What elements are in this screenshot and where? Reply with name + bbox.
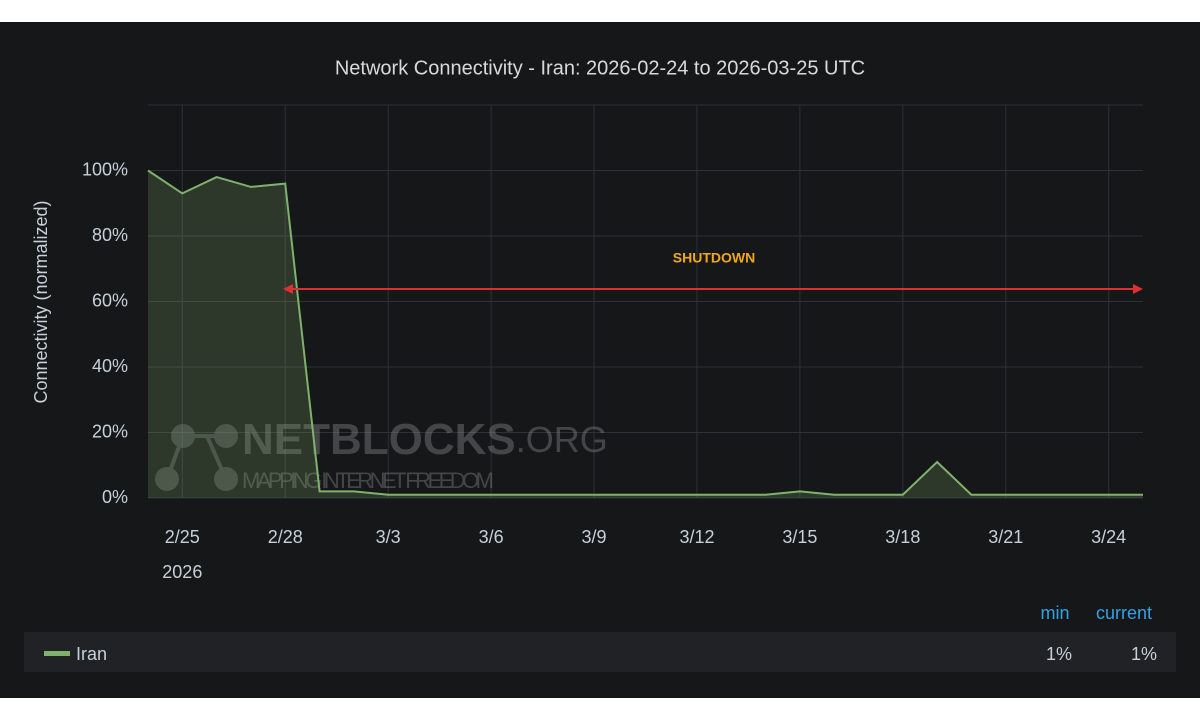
watermark-title: NETBLOCKS.ORG xyxy=(242,415,608,464)
x-tick-label: 3/6 xyxy=(479,527,504,547)
watermark-suffix: .ORG xyxy=(516,419,608,460)
arrow-head xyxy=(283,284,293,294)
legend-value: 1% xyxy=(1131,644,1157,664)
y-tick-label: 0% xyxy=(102,487,128,507)
line xyxy=(147,169,1143,496)
x-tick-label: 2/28 xyxy=(268,527,303,547)
y-tick-label: 80% xyxy=(92,225,128,245)
annotation-arrow xyxy=(283,284,1143,294)
legend-row xyxy=(24,632,1176,672)
annotation: SHUTDOWN xyxy=(673,250,755,266)
chart-title: Network Connectivity - Iran: 2026-02-24 … xyxy=(335,57,865,79)
watermark-tagline: MAPPING INTERNET FREEDOM xyxy=(242,468,494,493)
plot xyxy=(147,169,1143,498)
legend-value: 1% xyxy=(1046,644,1072,664)
legend-header: min xyxy=(1040,603,1069,623)
y-tick-label: 20% xyxy=(92,421,128,441)
x-tick-label: 3/3 xyxy=(376,527,401,547)
x-tick-label: 3/9 xyxy=(582,527,607,547)
watermark-logo xyxy=(165,434,228,480)
y-tick-label: 100% xyxy=(82,159,128,179)
panel xyxy=(0,22,1200,698)
legend-header: current xyxy=(1096,603,1152,623)
x-tick-label: 2/25 xyxy=(165,527,200,547)
legend-label[interactable]: Iran xyxy=(76,644,107,664)
x-tick-label: 3/12 xyxy=(679,527,714,547)
x-tick-label: 3/15 xyxy=(782,527,817,547)
watermark-title: NETBLOCKS xyxy=(242,415,516,464)
x-tick-label: 3/21 xyxy=(988,527,1023,547)
watermark-logo xyxy=(171,424,195,448)
legend-swatch xyxy=(44,651,70,656)
x-tick-label: 3/18 xyxy=(885,527,920,547)
y-tick-label: 60% xyxy=(92,290,128,310)
y-axis-label: Connectivity (normalized) xyxy=(31,200,51,403)
arrow-head xyxy=(1133,284,1143,294)
grid: 0% 20% 40% 60% 80% 100% 2/25 2/28 3/3 3/6 3/9 3/12 3… xyxy=(82,104,1143,582)
x-year-label: 2026 xyxy=(162,562,202,582)
watermark-logo xyxy=(214,467,238,491)
area-fill xyxy=(148,170,1143,498)
watermark: NETBLOCKS.ORG MAPPING INTERNET FREEDOM xyxy=(155,415,608,493)
watermark-logo xyxy=(214,424,238,448)
watermark-logo xyxy=(155,467,179,491)
y-tick-label: 40% xyxy=(92,356,128,376)
x-tick-label: 3/24 xyxy=(1091,527,1126,547)
